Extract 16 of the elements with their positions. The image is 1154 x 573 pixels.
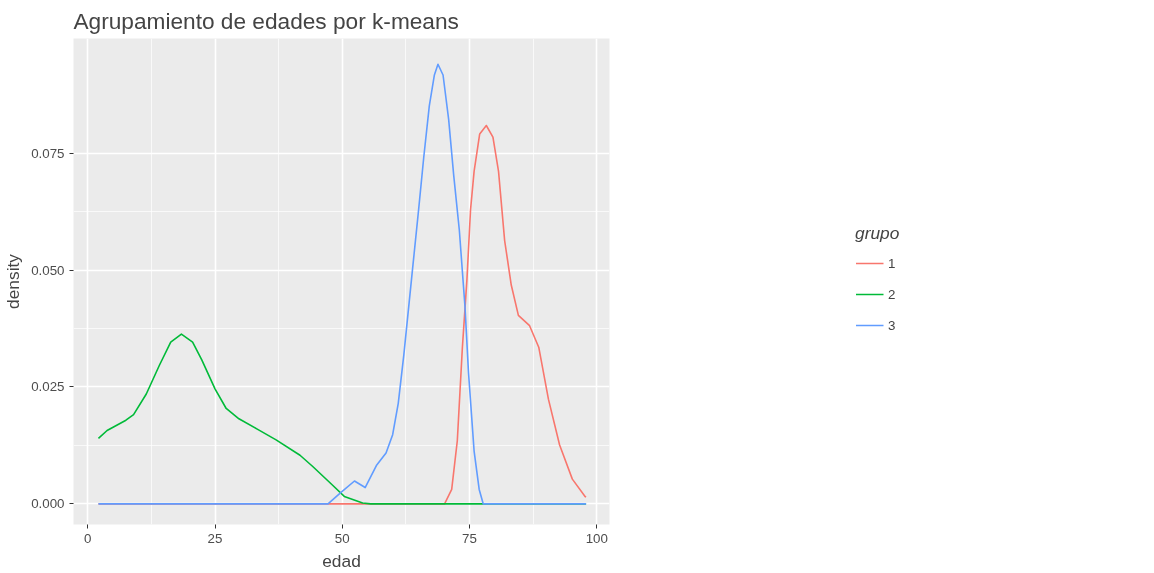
legend-label: 2 (888, 286, 897, 302)
legend-label: 1 (888, 255, 897, 271)
x-axis-title: edad (322, 550, 361, 571)
legend-label: 3 (888, 317, 897, 333)
x-tick-label: 100 (585, 530, 608, 546)
y-tick-label: 0.075 (31, 145, 65, 161)
y-tick-label: 0.000 (31, 496, 65, 512)
y-tick-label: 0.050 (31, 262, 65, 278)
y-axis-title: density (3, 253, 24, 309)
x-tick-label: 75 (462, 530, 477, 546)
x-tick-label: 0 (84, 530, 92, 546)
y-tick-label: 0.025 (31, 379, 65, 395)
x-tick-label: 50 (334, 530, 350, 546)
chart-title: Agrupamiento de edades por k-means (73, 7, 459, 34)
x-tick-label: 25 (207, 530, 223, 546)
legend-title: grupo (855, 223, 901, 244)
